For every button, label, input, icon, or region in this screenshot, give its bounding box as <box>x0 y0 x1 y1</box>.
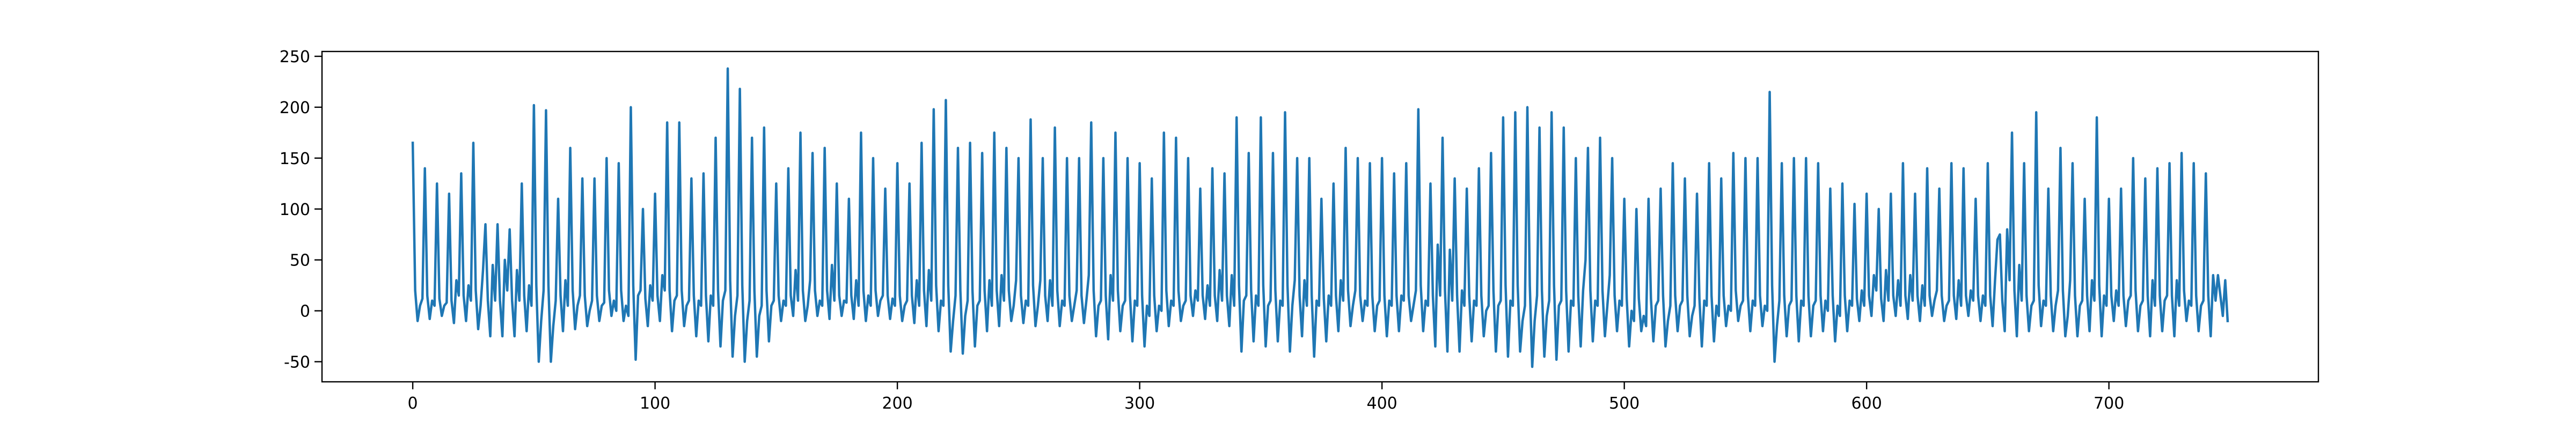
y-tick-label: 250 <box>280 48 310 66</box>
x-tick-label: 200 <box>882 394 912 413</box>
y-tick-label: 100 <box>280 201 310 219</box>
y-tick-label: -50 <box>284 353 310 372</box>
x-tick-label: 500 <box>1609 394 1640 413</box>
x-tick-label: 400 <box>1367 394 1397 413</box>
x-tick-label: 0 <box>408 394 418 413</box>
x-tick-label: 300 <box>1124 394 1155 413</box>
y-tick-label: 150 <box>280 150 310 168</box>
x-tick-label: 600 <box>1851 394 1882 413</box>
y-tick-label: 50 <box>290 252 310 270</box>
y-tick-label: 0 <box>300 302 310 321</box>
x-tick-label: 100 <box>640 394 670 413</box>
y-tick-label: 200 <box>280 99 310 117</box>
axes-frame <box>321 50 2319 383</box>
data-line <box>411 67 2229 368</box>
x-tick-label: 700 <box>2094 394 2124 413</box>
